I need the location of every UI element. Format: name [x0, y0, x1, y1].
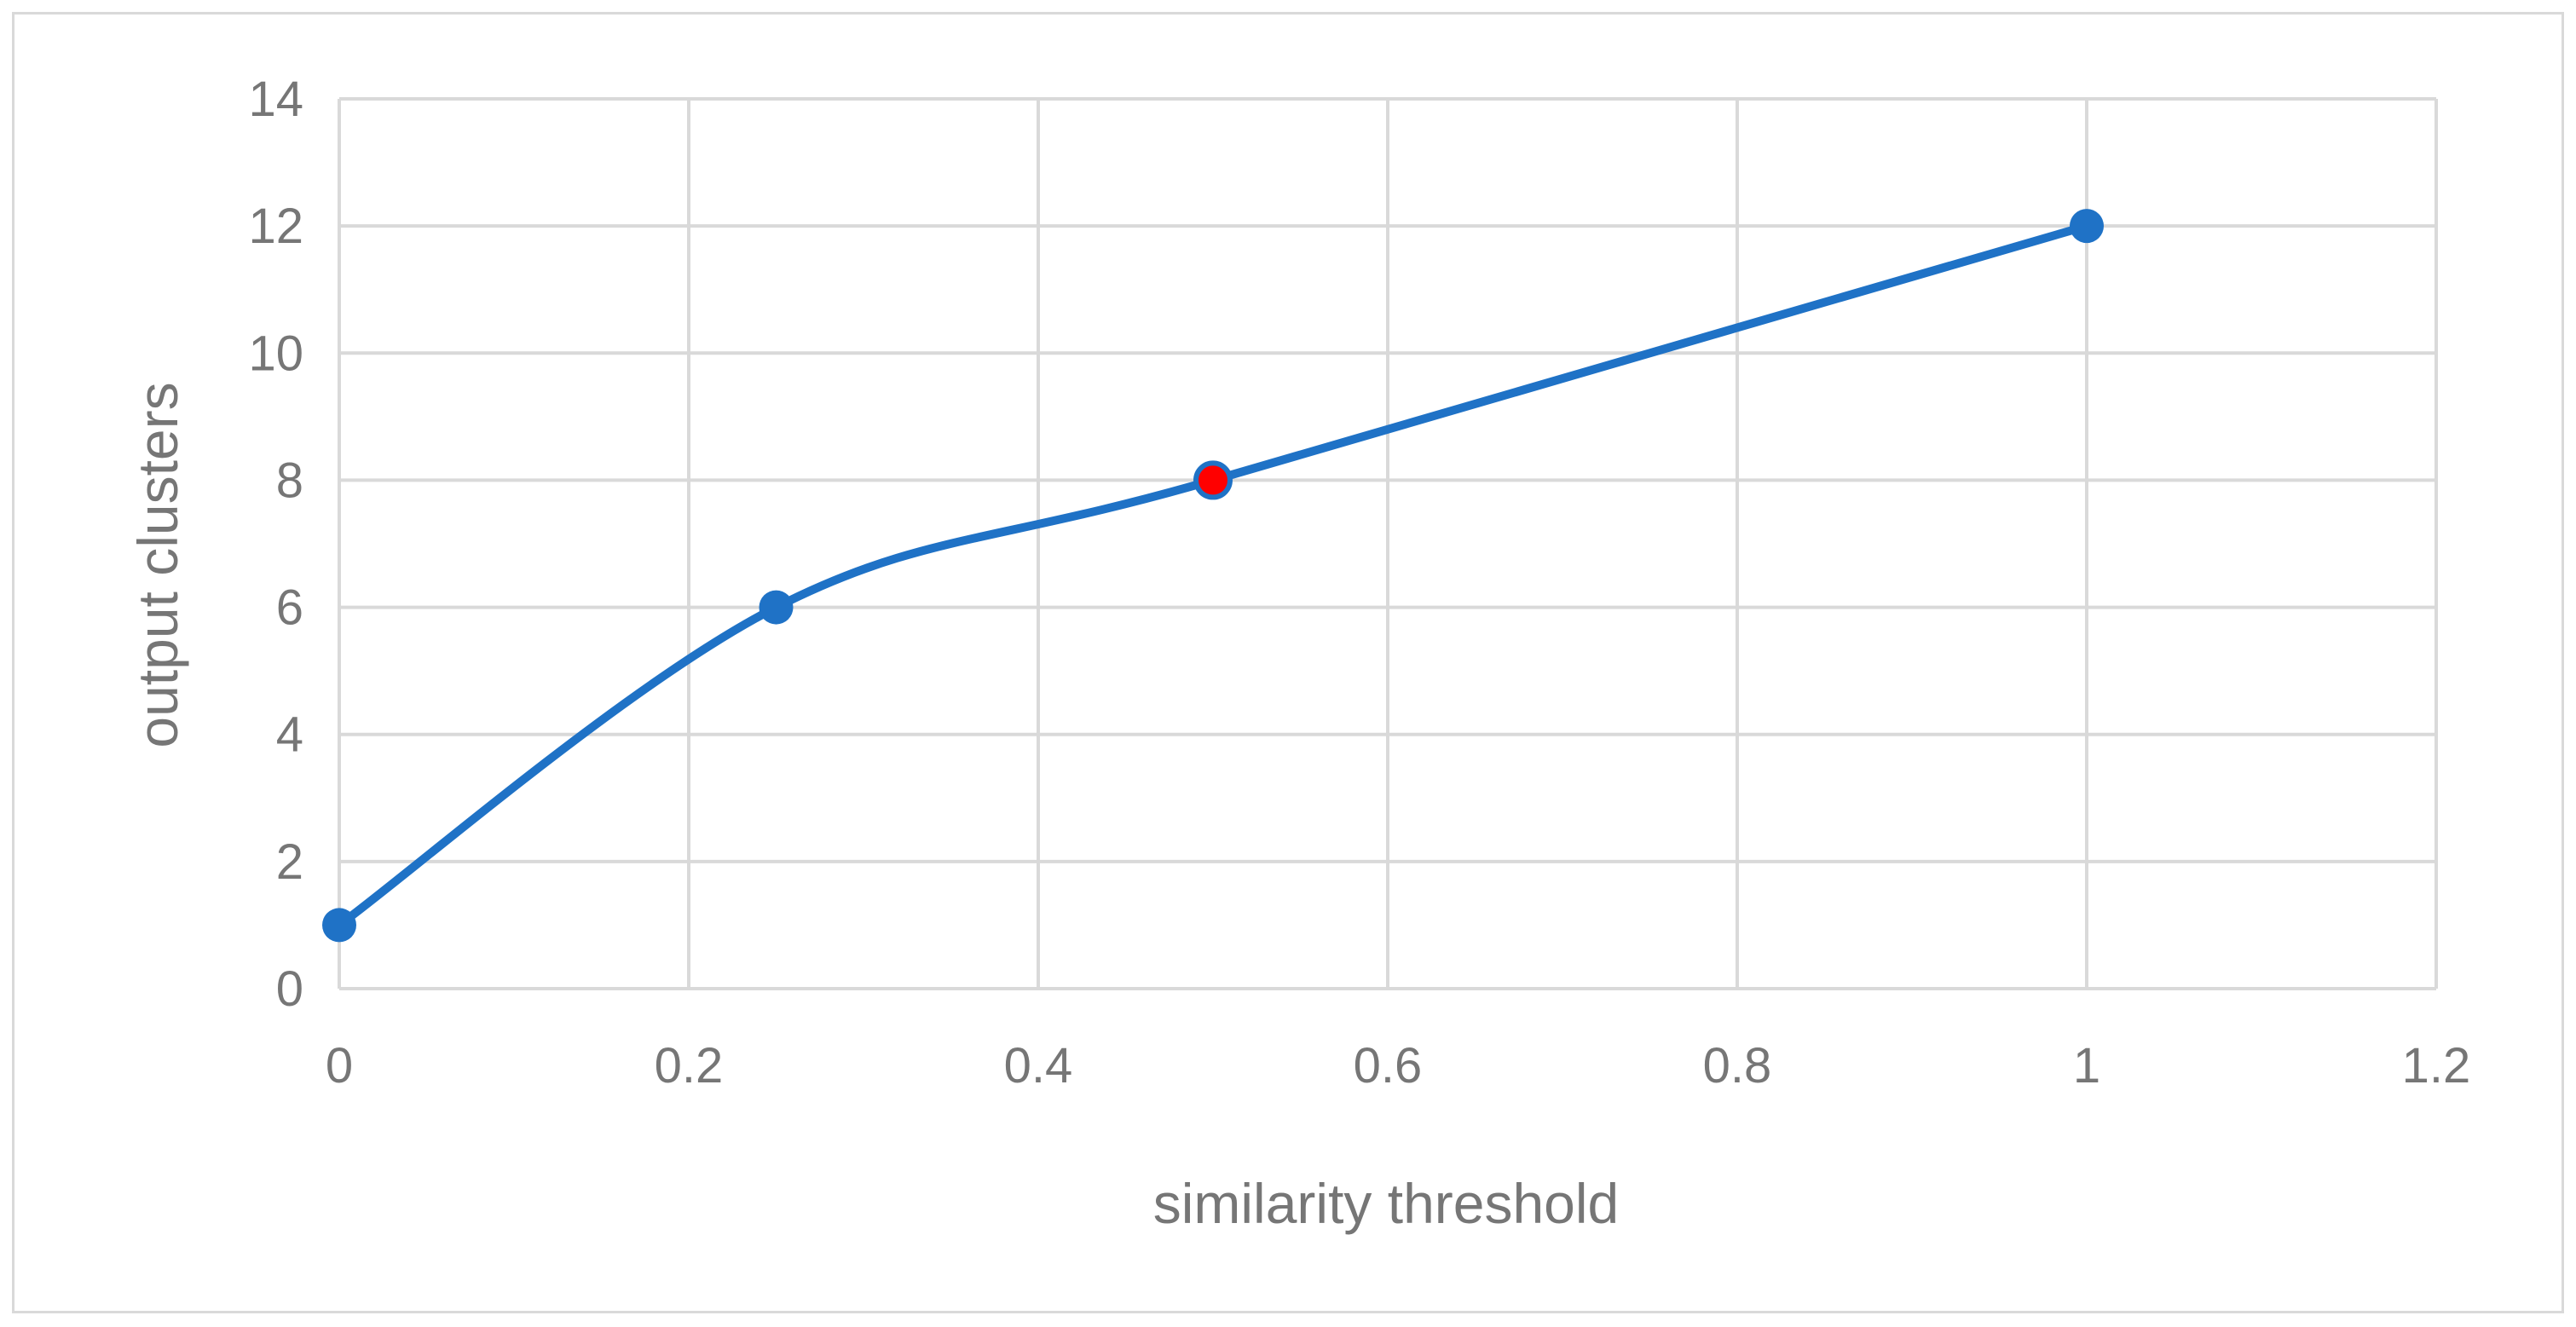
- grid: [338, 97, 2438, 990]
- y-tick-label: 12: [248, 199, 303, 254]
- x-axis-title: similarity threshold: [1153, 1172, 1620, 1235]
- x-tick-label: 0.8: [1703, 1038, 1772, 1093]
- data-point-highlighted: [1193, 460, 1233, 500]
- x-axis-ticks: 0 0.2 0.4 0.6 0.8 1 1.2: [326, 1038, 2470, 1093]
- data-point: [759, 590, 794, 625]
- y-tick-label: 4: [276, 707, 303, 763]
- y-tick-label: 14: [248, 72, 303, 127]
- y-tick-label: 8: [276, 453, 303, 508]
- series-line: [335, 222, 2091, 930]
- x-tick-label: 1: [2073, 1038, 2100, 1093]
- x-tick-label: 0.6: [1354, 1038, 1423, 1093]
- y-axis-ticks: 0 2 4 6 8 10 12 14: [248, 72, 303, 1017]
- x-tick-label: 0.4: [1004, 1038, 1073, 1093]
- y-tick-label: 0: [276, 961, 303, 1017]
- x-tick-label: 0.2: [655, 1038, 724, 1093]
- y-tick-label: 2: [276, 834, 303, 890]
- data-point: [322, 908, 356, 943]
- chart-frame: [12, 12, 2564, 1313]
- data-point: [2070, 209, 2104, 244]
- x-tick-label: 0: [326, 1038, 353, 1093]
- x-tick-label: 1.2: [2402, 1038, 2471, 1093]
- y-tick-label: 6: [276, 580, 303, 636]
- y-axis-title: output clusters: [126, 382, 189, 747]
- y-tick-label: 10: [248, 326, 303, 381]
- data-points: [322, 209, 2104, 943]
